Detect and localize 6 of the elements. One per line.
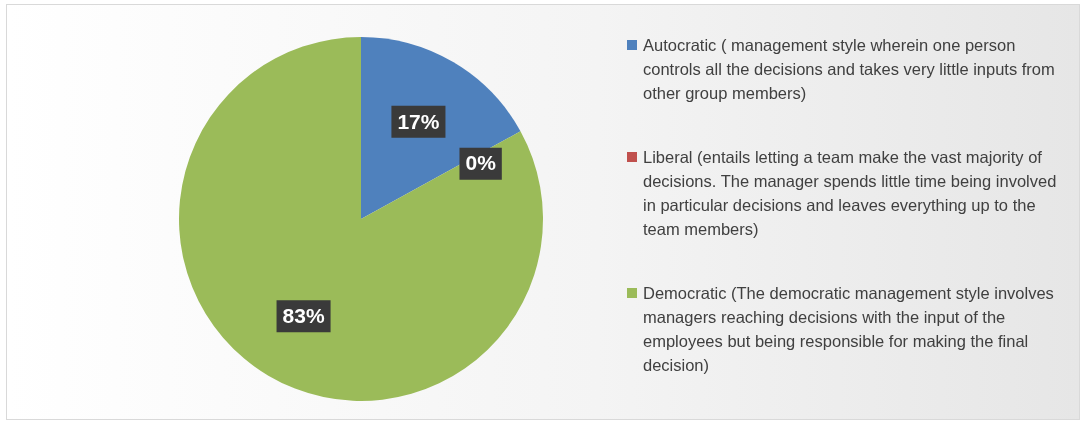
legend-label: Liberal (entails letting a team make the vast majority of decisions. The manager spends little time being involved in particular decisions and leaves everything up to the team members) [643, 147, 1058, 240]
data-label: 83% [282, 303, 325, 327]
data-label: 17% [397, 109, 440, 133]
legend-label: Democratic (The democratic management style involves managers reaching decisions with the input of the employees but being responsible for making the final decision) [643, 283, 1055, 376]
legend-label: Autocratic ( management style wherein one person controls all the decisions and takes very little inputs from other group members) [643, 35, 1056, 104]
text: 0% [465, 151, 496, 175]
